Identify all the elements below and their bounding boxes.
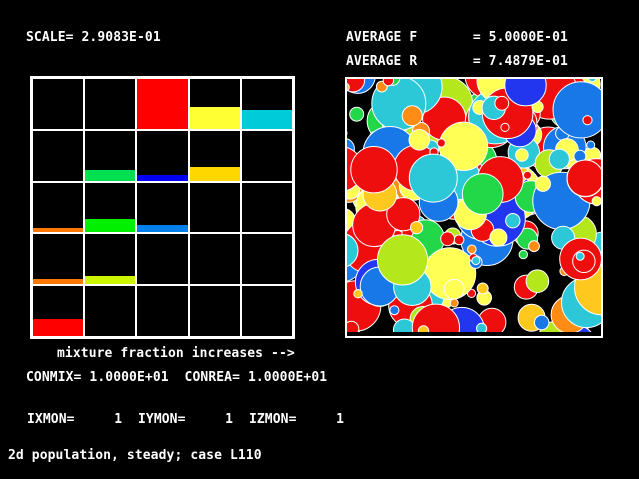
particle-circle: [353, 289, 363, 299]
histogram-cell: [137, 234, 188, 285]
histogram-cell: [85, 79, 136, 129]
particle-circle: [489, 228, 508, 247]
particle-circle: [440, 231, 455, 247]
particle-circle: [587, 79, 597, 83]
particle-circle: [347, 233, 359, 267]
particle-circle: [471, 256, 481, 266]
particle-circle: [349, 106, 365, 122]
particle-circle: [408, 153, 458, 203]
histogram-cell: [241, 182, 292, 233]
particle-circle: [461, 173, 504, 215]
histogram-bar: [137, 225, 188, 233]
histogram-cell: [241, 130, 292, 181]
mixture-histogram-grid: [30, 76, 295, 339]
particle-circle: [566, 159, 601, 197]
histogram-bar: [189, 166, 240, 181]
particle-circle: [347, 79, 366, 93]
histogram-bar: [33, 227, 84, 233]
particle-circle: [417, 325, 430, 332]
histogram-cell: [137, 286, 188, 336]
histogram-cell: [189, 286, 240, 336]
particle-circle: [476, 322, 488, 332]
particle-circle: [443, 278, 465, 300]
particle-circle: [466, 288, 477, 298]
case-title: 2d population, steady; case L110: [8, 448, 262, 463]
particle-circle: [467, 244, 477, 255]
histogram-cell: [241, 234, 292, 285]
histogram-cell: [241, 286, 292, 336]
histogram-cell: [33, 234, 84, 285]
particle-circle: [494, 95, 510, 111]
particle-circle: [350, 146, 398, 194]
histogram-bar: [137, 174, 188, 181]
histogram-cell: [137, 182, 188, 233]
histogram-bar: [85, 276, 136, 285]
particle-circle: [523, 170, 532, 180]
histogram-cell: [137, 79, 188, 129]
particle-circle: [518, 249, 529, 260]
particle-circle: [586, 140, 596, 150]
particle-circle: [453, 234, 465, 246]
particle-circle: [528, 240, 540, 253]
particle-circle: [386, 197, 421, 232]
particle-circle: [436, 138, 446, 148]
histogram-cell: [85, 286, 136, 336]
histogram-bar: [241, 109, 292, 129]
histogram-cell: [137, 130, 188, 181]
histogram-cell: [85, 234, 136, 285]
conmix-conrea-readout: CONMIX= 1.0000E+01 CONREA= 1.0000E+01: [26, 370, 328, 385]
particle-circle: [376, 234, 429, 286]
histogram-bar: [33, 319, 84, 336]
histogram-cell: [241, 79, 292, 129]
particle-circle: [525, 269, 550, 293]
particle-circle: [505, 213, 521, 229]
histogram-bar: [33, 279, 84, 285]
histogram-cell: [33, 79, 84, 129]
particle-circle: [347, 83, 350, 92]
particle-circle: [500, 122, 510, 133]
histogram-bar: [137, 79, 188, 129]
particle-circle: [389, 305, 400, 316]
histogram-axis-caption: mixture fraction increases -->: [57, 346, 295, 361]
histogram-cell: [33, 286, 84, 336]
particle-circle: [408, 129, 431, 151]
particle-circle: [572, 249, 596, 274]
particle-circle: [591, 196, 601, 207]
particle-circle: [476, 282, 489, 295]
histogram-cell: [189, 79, 240, 129]
particle-circle: [504, 79, 547, 107]
particle-circle: [515, 148, 529, 162]
scale-readout: SCALE= 2.9083E-01: [26, 30, 161, 45]
histogram-cell: [33, 182, 84, 233]
histogram-bar: [85, 218, 136, 233]
average-r-readout: AVERAGE R = 7.4879E-01: [346, 54, 568, 69]
particle-field-canvas: [347, 79, 601, 332]
particle-circle: [410, 221, 424, 235]
histogram-cell: [189, 130, 240, 181]
particle-circle: [382, 79, 395, 87]
particle-circle: [449, 298, 459, 308]
histogram-bar: [85, 169, 136, 181]
particle-circle: [575, 251, 585, 261]
histogram-cell: [85, 182, 136, 233]
particle-circle: [582, 115, 593, 126]
particle-circle: [548, 148, 570, 170]
particle-circle: [411, 303, 460, 332]
particle-circle: [347, 320, 360, 332]
histogram-cell: [189, 182, 240, 233]
particle-circle: [401, 105, 423, 127]
histogram-cell: [85, 130, 136, 181]
average-f-readout: AVERAGE F = 5.0000E-01: [346, 30, 568, 45]
particle-circle: [534, 314, 550, 331]
particle-field-panel: [345, 77, 603, 338]
monitor-indices-readout: IXMON= 1 IYMON= 1 IZMON= 1: [27, 412, 345, 427]
histogram-cell: [33, 130, 84, 181]
histogram-bar: [189, 106, 240, 129]
particle-circle: [534, 175, 551, 192]
histogram-cell: [189, 234, 240, 285]
